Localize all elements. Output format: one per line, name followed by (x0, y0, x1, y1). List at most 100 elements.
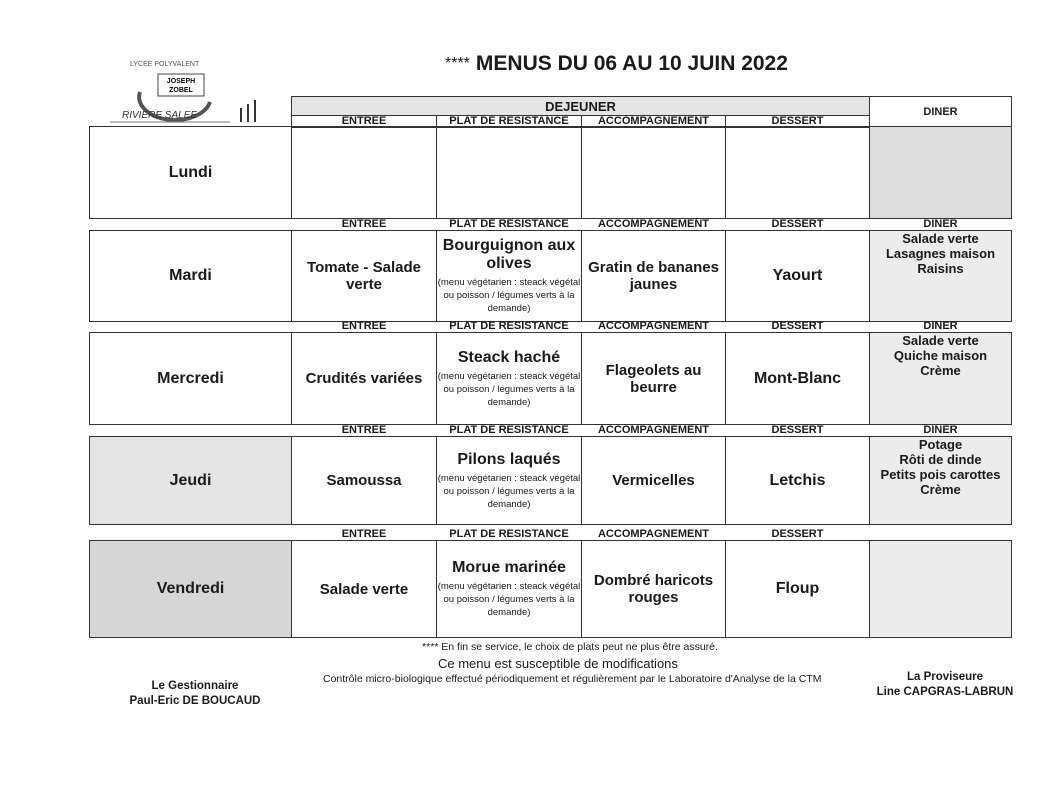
plat-header: PLAT DE RESISTANCE (449, 320, 569, 332)
title-stars: **** (445, 55, 470, 73)
subheader-row: ENTREE PLAT DE RESISTANCE ACCOMPAGNEMENT DE… (90, 424, 1012, 437)
diner-item: Salade verte (902, 333, 979, 348)
plat-note: (menu végétarien : steack végétal ou poi… (437, 277, 581, 314)
diner-item: Crème (920, 482, 961, 497)
diner-cell (869, 540, 1012, 638)
dessert-cell: Mont-Blanc (725, 332, 870, 425)
plat-cell: Pilons laqués (menu végétarien : steack v… (436, 436, 582, 525)
diner-header: DINER (923, 424, 958, 436)
diner-item: Raisins (917, 261, 964, 276)
diner-item: Potage (918, 437, 963, 452)
plat-note: (menu végétarien : steack végétal ou poi… (437, 370, 581, 408)
gestionnaire-name: Paul-Eric DE BOUCAUD (129, 695, 261, 707)
diner-item: Petits pois carottes (880, 467, 1001, 482)
plat-name: Bourguignon aux olives (442, 237, 576, 272)
page-title: **** MENUS DU 06 AU 10 JUIN 2022 (445, 52, 788, 76)
dessert-header: DESSERT (725, 115, 870, 128)
entree-cell: Crudités variées (291, 332, 437, 425)
plat-cell: Steack haché (menu végétarien : steack vé… (436, 332, 582, 425)
modification-note: Ce menu est susceptible de modifications (438, 656, 678, 671)
service-note: **** En fin se service, le choix de plat… (422, 641, 718, 653)
dessert-cell: Floup (725, 540, 870, 638)
accompagnement-header: ACCOMPAGNEMENT (597, 424, 709, 436)
svg-text:LYCEE POLYVALENT: LYCEE POLYVALENT (130, 61, 200, 68)
entree-cell: Salade verte (291, 540, 437, 638)
entree-header: ENTREE (341, 320, 387, 332)
dessert-cell: Letchis (725, 436, 870, 525)
day-name: Mercredi (89, 332, 292, 425)
plat-name: Steack haché (457, 348, 561, 366)
empty (869, 524, 1012, 541)
proviseure-role: La Proviseure (906, 671, 984, 683)
day-name: Vendredi (89, 540, 292, 638)
school-logo: JOSEPH ZOBEL LYCEE POLYVALENT RIVIERE SA… (100, 52, 270, 127)
accompagnement-cell: Gratin de bananes jaunes (581, 230, 726, 322)
svg-text:RIVIERE SALEE: RIVIERE SALEE (122, 110, 197, 121)
entree-header: ENTREE (341, 528, 387, 540)
subheader-row: ENTREE PLAT DE RESISTANCE ACCOMPAGNEMENT DE… (90, 218, 1012, 231)
menu-header: DEJEUNER DINER ENTREE PLAT DE RESISTANCE… (89, 96, 1012, 128)
dessert-cell (725, 126, 870, 219)
diner-cell: Salade verte Quiche maison Crème (869, 332, 1012, 425)
day-row: Jeudi Samoussa Pilons laqués (menu végétari… (89, 436, 1012, 525)
plat-cell: Bourguignon aux olives (menu végétarien :… (436, 230, 582, 322)
diner-header: DINER (923, 320, 958, 332)
diner-item: Crème (920, 363, 961, 378)
accompagnement-cell: Vermicelles (581, 436, 726, 525)
dejeuner-header: DEJEUNER (291, 96, 870, 116)
plat-cell (436, 126, 582, 219)
day-name: Mardi (89, 230, 292, 322)
accompagnement-cell (581, 126, 726, 219)
plat-note: (menu végétarien : steack végétal ou poi… (437, 581, 581, 618)
accompagnement-cell: Dombré haricots rouges (581, 540, 726, 638)
entree-header: ENTREE (341, 218, 387, 230)
diner-cell (869, 126, 1012, 219)
diner-header: DINER (923, 218, 958, 230)
entree-cell: Samoussa (291, 436, 437, 525)
day-row: Mardi Tomate - Salade verte Bourguignon au… (89, 230, 1012, 322)
diner-header: DINER (869, 96, 1012, 128)
plat-name: Pilons laqués (457, 450, 561, 468)
dessert-cell: Yaourt (725, 230, 870, 322)
plat-header: PLAT DE RESISTANCE (449, 528, 569, 540)
dessert-header: DESSERT (771, 218, 824, 230)
control-note: Contrôle micro-biologique effectué pério… (323, 673, 822, 685)
day-name: Lundi (89, 126, 292, 219)
accompagnement-cell: Flageolets au beurre (581, 332, 726, 425)
proviseure-signature: La Proviseure Line CAPGRAS-LABRUN (860, 670, 1030, 700)
empty-corner (89, 96, 292, 128)
entree-cell (291, 126, 437, 219)
entree-cell: Tomate - Salade verte (291, 230, 437, 322)
title-text: MENUS DU 06 AU 10 JUIN 2022 (475, 52, 788, 75)
day-name: Jeudi (89, 436, 292, 525)
plat-note: (menu végétarien : steack végétal ou poi… (437, 472, 581, 510)
dessert-header: DESSERT (771, 320, 824, 332)
entree-header: ENTREE (341, 424, 387, 436)
plat-name: Morue marinée (452, 559, 566, 576)
day-row: Mercredi Crudités variées Steack haché (men… (89, 332, 1012, 425)
proviseure-name: Line CAPGRAS-LABRUN (876, 686, 1014, 698)
diner-item: Lasagnes maison (885, 246, 996, 261)
svg-text:ZOBEL: ZOBEL (169, 87, 193, 94)
plat-cell: Morue marinée (menu végétarien : steack v… (436, 540, 582, 638)
dessert-header: DESSERT (771, 424, 824, 436)
gestionnaire-role: Le Gestionnaire (151, 680, 239, 692)
plat-header: PLAT DE RESISTANCE (449, 424, 569, 436)
gestionnaire-signature: Le Gestionnaire Paul-Eric DE BOUCAUD (100, 679, 290, 709)
accompagnement-header: ACCOMPAGNEMENT (597, 528, 709, 540)
accompagnement-header: ACCOMPAGNEMENT (597, 218, 709, 230)
plat-header: PLAT DE RESISTANCE (449, 218, 569, 230)
diner-item: Rôti de dinde (899, 452, 982, 467)
diner-item: Quiche maison (893, 348, 988, 363)
diner-cell: Potage Rôti de dinde Petits pois carottes C… (869, 436, 1012, 525)
dessert-header: DESSERT (771, 528, 824, 540)
subheader-row: ENTREE PLAT DE RESISTANCE ACCOMPAGNEMENT DE… (90, 525, 1012, 541)
diner-cell: Salade verte Lasagnes maison Raisins (869, 230, 1012, 322)
day-row: Vendredi Salade verte Morue marinée (menu v… (89, 540, 1012, 638)
day-row: Lundi (89, 126, 1012, 219)
accompagnement-header: ACCOMPAGNEMENT (597, 320, 709, 332)
subheader-row: ENTREE PLAT DE RESISTANCE ACCOMPAGNEMENT DE… (90, 320, 1012, 333)
empty-corner (89, 524, 292, 541)
svg-text:JOSEPH: JOSEPH (167, 78, 195, 85)
diner-item: Salade verte (902, 231, 979, 246)
